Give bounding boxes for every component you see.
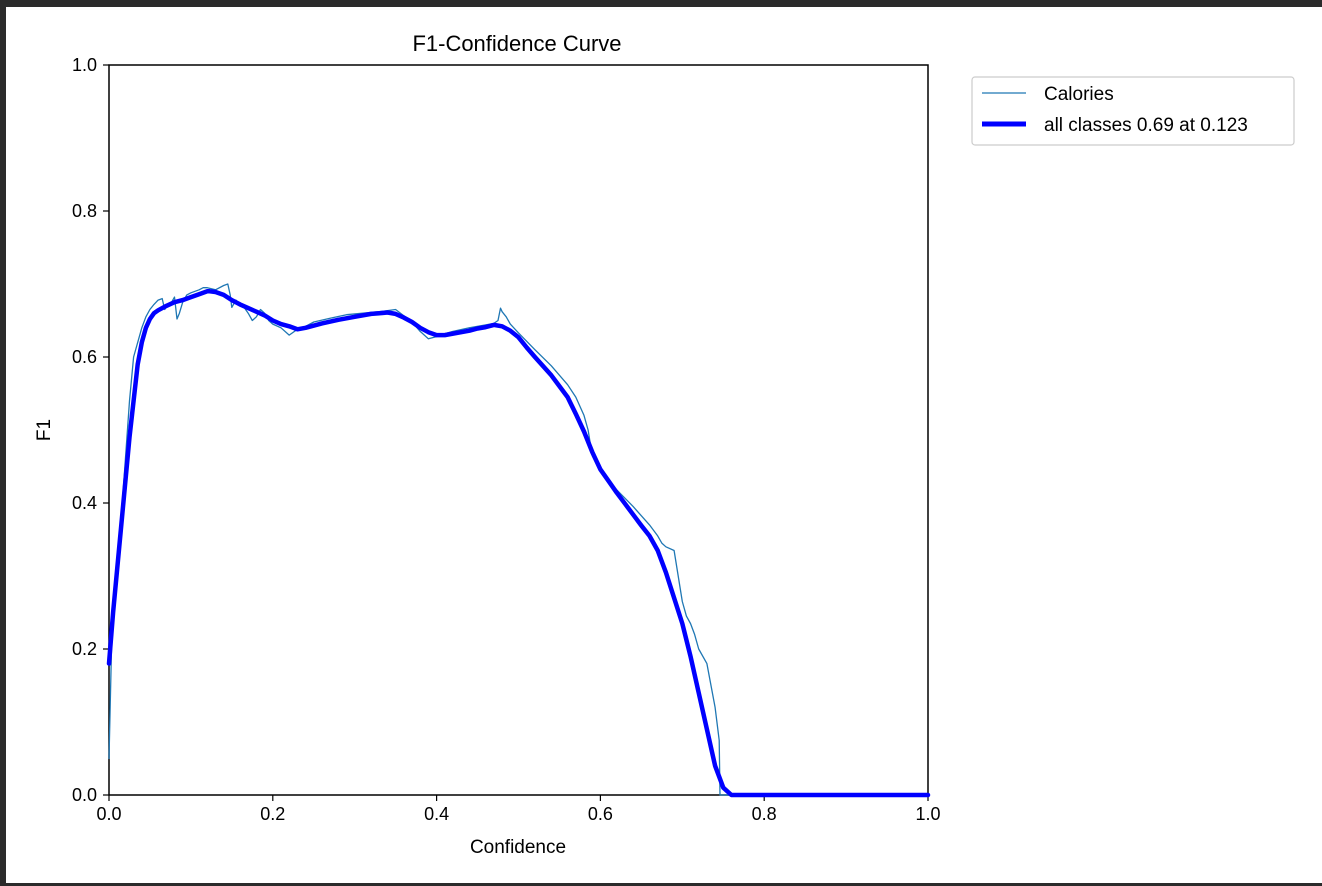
x-tick-label: 0.2 — [260, 804, 285, 824]
legend-label-all-classes: all classes 0.69 at 0.123 — [1044, 115, 1248, 136]
plot-area — [108, 64, 929, 796]
y-tick-label: 0.6 — [72, 347, 97, 367]
x-axis-label: Confidence — [470, 837, 566, 858]
x-tick-label: 0.0 — [96, 804, 121, 824]
y-axis: 0.0 0.2 0.4 0.6 0.8 1.0 — [72, 55, 109, 805]
y-axis-label: F1 — [34, 419, 55, 441]
x-axis: 0.0 0.2 0.4 0.6 0.8 1.0 — [96, 795, 941, 824]
series-line-all-classes — [106, 289, 931, 798]
x-tick-label: 0.4 — [424, 804, 449, 824]
chart-title: F1-Confidence Curve — [412, 31, 621, 56]
legend-box — [971, 76, 1295, 146]
y-tick-label: 1.0 — [72, 55, 97, 75]
plot-frame — [108, 64, 929, 796]
x-tick-label: 1.0 — [915, 804, 940, 824]
legend-label-calories: Calories — [1044, 84, 1114, 105]
figure-canvas: F1-Confidence Curve 0.0 0.2 0.4 0.6 0.8 1.0 0… — [6, 7, 1322, 883]
f1-confidence-chart: F1-Confidence Curve 0.0 0.2 0.4 0.6 0.8 1.0 0… — [34, 31, 1295, 858]
legend: Calories all classes 0.69 at 0.123 — [971, 76, 1295, 146]
y-tick-label: 0.2 — [72, 639, 97, 659]
series-layer — [106, 283, 931, 798]
x-tick-label: 0.6 — [588, 804, 613, 824]
y-tick-label: 0.4 — [72, 493, 97, 513]
y-tick-label: 0.0 — [72, 785, 97, 805]
x-tick-label: 0.8 — [752, 804, 777, 824]
y-tick-label: 0.8 — [72, 201, 97, 221]
